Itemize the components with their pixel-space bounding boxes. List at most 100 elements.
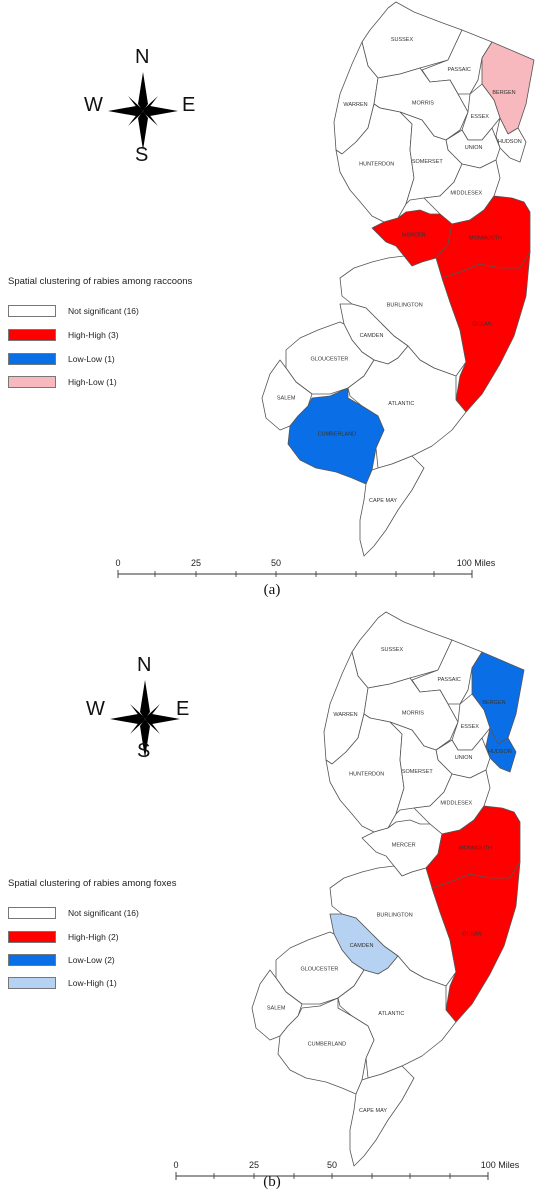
map-panel-foxes: SUSSEX PASSAIC BERGEN WARREN MORRIS ESSEX HUDS… — [0, 598, 550, 1196]
scale-label-25: 25 — [190, 558, 202, 568]
legend-label: Low-High (1) — [68, 978, 117, 988]
legend-swatch — [8, 305, 56, 317]
legend-item: Low-High (1) — [8, 976, 117, 990]
county-label: CAPE MAY — [359, 1108, 387, 1114]
nj-county-map: SUSSEX PASSAIC BERGEN WARREN MORRIS ESSEX HUDS… — [261, 1, 535, 557]
compass-east: E — [176, 698, 190, 720]
county-label: PASSAIC — [437, 677, 460, 683]
county-label: BERGEN — [492, 90, 515, 96]
county-label: GLOUCESTER — [300, 966, 338, 972]
county-label: SOMERSET — [402, 769, 434, 775]
scale-label-100: 100 Miles — [480, 1160, 520, 1170]
county-label: UNION — [455, 755, 473, 761]
county-label: MERCER — [402, 232, 426, 238]
figure-caption: (a) — [263, 582, 281, 598]
legend-label: Low-Low (2) — [68, 955, 115, 965]
compass-south: S — [135, 144, 149, 166]
county-atlantic — [347, 345, 467, 469]
scale-label-100: 100 Miles — [456, 558, 496, 568]
county-label: MONMOUTH — [469, 236, 502, 242]
county-label: ESSEX — [471, 114, 490, 120]
nj-county-map: SUSSEX PASSAIC BERGEN WARREN MORRIS ESSEX HUDS… — [251, 611, 525, 1167]
map-panel-raccoons: SUSSEX PASSAIC BERGEN WARREN MORRIS ESSEX HUDS… — [8, 1, 535, 598]
scale-label-50: 50 — [270, 558, 282, 568]
compass-west: W — [84, 94, 103, 116]
county-label: MORRIS — [402, 711, 424, 717]
scale-label-25: 25 — [248, 1160, 260, 1170]
legend-item: High-High (3) — [8, 328, 119, 342]
compass-rose-icon — [108, 72, 178, 150]
legend-item: Low-Low (2) — [8, 953, 115, 967]
legend-title: Spatial clustering of rabies among racco… — [8, 276, 193, 287]
legend-swatch — [8, 954, 56, 966]
legend-swatch — [8, 329, 56, 341]
county-label: PASSAIC — [447, 67, 470, 73]
county-label: HUDSON — [488, 749, 512, 755]
legend-item: Not significant (16) — [8, 906, 139, 920]
county-label: UNION — [465, 145, 483, 151]
county-label: BURLINGTON — [387, 303, 423, 309]
county-label: MERCER — [392, 842, 416, 848]
compass-north: N — [135, 46, 150, 68]
county-capemay — [349, 1065, 415, 1167]
county-label: BERGEN — [482, 700, 505, 706]
legend-label: Not significant (16) — [68, 306, 139, 316]
county-label: OCEAN — [462, 931, 482, 937]
county-label: CUMBERLAND — [308, 1042, 347, 1048]
county-hudson — [495, 117, 527, 163]
county-label: WARREN — [333, 712, 357, 718]
county-label: SALEM — [267, 1006, 286, 1012]
legend-label: High-High (2) — [68, 932, 119, 942]
county-cumberland — [277, 997, 375, 1095]
legend-swatch — [8, 376, 56, 388]
compass-rose-icon — [110, 680, 180, 758]
legend-label: High-High (3) — [68, 330, 119, 340]
legend-item: High-High (2) — [8, 930, 119, 944]
scale-label-0: 0 — [115, 558, 121, 568]
county-label: ATLANTIC — [388, 401, 414, 407]
county-cumberland — [287, 387, 385, 485]
figure-caption: (b) — [263, 1174, 281, 1190]
county-ocean — [431, 861, 521, 1023]
county-label: SUSSEX — [391, 37, 414, 43]
county-label: SOMERSET — [412, 159, 444, 165]
legend-swatch — [8, 907, 56, 919]
legend-item: Not significant (16) — [8, 304, 139, 318]
compass-east: E — [182, 94, 196, 116]
compass-north: N — [137, 654, 152, 676]
county-label: GLOUCESTER — [310, 356, 348, 362]
legend-swatch — [8, 353, 56, 365]
county-label: ESSEX — [461, 724, 480, 730]
county-label: SALEM — [277, 396, 296, 402]
county-label: CAPE MAY — [369, 498, 397, 504]
legend-swatch — [8, 931, 56, 943]
county-capemay — [359, 455, 425, 557]
scale-label-50: 50 — [326, 1160, 338, 1170]
county-label: HUDSON — [498, 139, 522, 145]
county-label: OCEAN — [472, 321, 492, 327]
county-label: WARREN — [343, 102, 367, 108]
county-ocean — [441, 251, 531, 413]
county-label: HUNTERDON — [349, 771, 384, 777]
county-label: MIDDLESEX — [440, 801, 472, 807]
legend-item: Low-Low (1) — [8, 352, 115, 366]
county-label: SUSSEX — [381, 647, 404, 653]
county-label: MIDDLESEX — [450, 191, 482, 197]
compass-west: W — [86, 698, 105, 720]
legend-label: High-Low (1) — [68, 377, 117, 387]
compass-south: S — [137, 740, 151, 762]
county-label: HUNTERDON — [359, 161, 394, 167]
legend-label: Not significant (16) — [68, 908, 139, 918]
county-label: BURLINGTON — [377, 913, 413, 919]
county-label: ATLANTIC — [378, 1011, 404, 1017]
legend-item: High-Low (1) — [8, 375, 117, 389]
scale-label-0: 0 — [173, 1160, 179, 1170]
county-label: CAMDEN — [360, 333, 384, 339]
county-hudson — [485, 727, 517, 773]
county-label: MONMOUTH — [459, 846, 492, 852]
county-label: CUMBERLAND — [318, 432, 357, 438]
county-label: MORRIS — [412, 101, 434, 107]
legend-label: Low-Low (1) — [68, 354, 115, 364]
legend-swatch — [8, 977, 56, 989]
legend-title: Spatial clustering of rabies among foxes — [8, 878, 177, 889]
